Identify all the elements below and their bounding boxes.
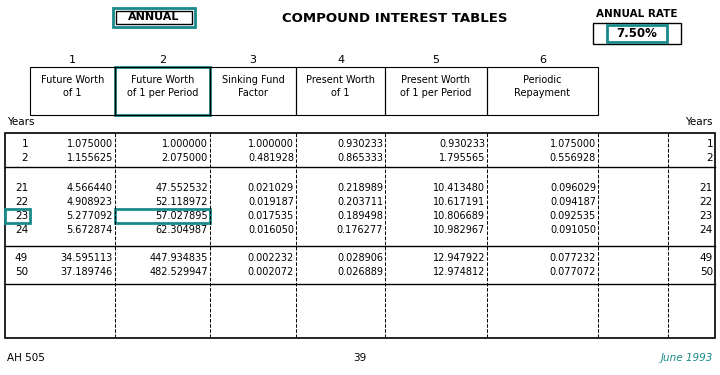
Text: 34.595113: 34.595113: [60, 253, 113, 263]
Text: 3: 3: [250, 55, 256, 65]
Text: Years: Years: [685, 117, 713, 127]
Text: 5: 5: [433, 55, 439, 65]
Text: 0.189498: 0.189498: [337, 211, 383, 221]
Text: 0.092535: 0.092535: [550, 211, 596, 221]
Text: ANNUAL RATE: ANNUAL RATE: [596, 9, 678, 19]
Text: 1.000000: 1.000000: [162, 139, 208, 149]
Text: 0.016050: 0.016050: [248, 225, 294, 235]
Text: Periodic: Periodic: [523, 75, 562, 85]
Text: 0.002232: 0.002232: [248, 253, 294, 263]
Text: June 1993: June 1993: [661, 353, 713, 363]
Text: 0.930233: 0.930233: [439, 139, 485, 149]
Text: 0.077232: 0.077232: [549, 253, 596, 263]
Text: 0.094187: 0.094187: [550, 197, 596, 207]
Text: 23: 23: [700, 211, 713, 221]
Text: 0.026889: 0.026889: [337, 267, 383, 277]
Text: of 1: of 1: [63, 88, 82, 98]
Text: 4.908923: 4.908923: [67, 197, 113, 207]
Text: 0.019187: 0.019187: [248, 197, 294, 207]
Text: 447.934835: 447.934835: [150, 253, 208, 263]
Text: of 1 per Period: of 1 per Period: [400, 88, 472, 98]
Text: Future Worth: Future Worth: [131, 75, 194, 85]
Text: 1.075000: 1.075000: [67, 139, 113, 149]
Text: of 1: of 1: [331, 88, 350, 98]
Text: 6: 6: [539, 55, 546, 65]
Text: 57.027895: 57.027895: [156, 211, 208, 221]
Text: 1: 1: [69, 55, 76, 65]
Text: Years: Years: [7, 117, 35, 127]
Text: 1.000000: 1.000000: [248, 139, 294, 149]
Text: 0.203711: 0.203711: [337, 197, 383, 207]
Text: 24: 24: [700, 225, 713, 235]
Text: 1.155625: 1.155625: [67, 153, 113, 163]
Text: 23: 23: [14, 211, 28, 221]
Text: 2.075000: 2.075000: [162, 153, 208, 163]
Text: Present Worth: Present Worth: [402, 75, 470, 85]
Text: 50: 50: [700, 267, 713, 277]
Text: 4.566440: 4.566440: [67, 183, 113, 193]
Text: COMPOUND INTEREST TABLES: COMPOUND INTEREST TABLES: [282, 12, 508, 24]
Text: 1.795565: 1.795565: [438, 153, 485, 163]
Text: 482.529947: 482.529947: [149, 267, 208, 277]
Text: 2: 2: [706, 153, 713, 163]
Text: 7.50%: 7.50%: [616, 27, 657, 40]
Text: 0.077072: 0.077072: [549, 267, 596, 277]
Text: 0.218989: 0.218989: [337, 183, 383, 193]
Text: 0.002072: 0.002072: [248, 267, 294, 277]
Text: 0.096029: 0.096029: [550, 183, 596, 193]
Text: 22: 22: [700, 197, 713, 207]
Text: 0.091050: 0.091050: [550, 225, 596, 235]
Text: Present Worth: Present Worth: [306, 75, 375, 85]
Text: 49: 49: [700, 253, 713, 263]
Text: 50: 50: [15, 267, 28, 277]
Text: 10.413480: 10.413480: [433, 183, 485, 193]
Text: ANNUAL: ANNUAL: [128, 12, 180, 22]
Text: 1: 1: [706, 139, 713, 149]
Text: 0.930233: 0.930233: [337, 139, 383, 149]
Text: 12.974812: 12.974812: [433, 267, 485, 277]
Text: 0.556928: 0.556928: [550, 153, 596, 163]
Text: 2: 2: [159, 55, 166, 65]
Text: 0.021029: 0.021029: [248, 183, 294, 193]
Text: of 1 per Period: of 1 per Period: [127, 88, 198, 98]
Text: 24: 24: [14, 225, 28, 235]
Text: 1.075000: 1.075000: [550, 139, 596, 149]
Text: 2: 2: [22, 153, 28, 163]
Text: 10.617191: 10.617191: [433, 197, 485, 207]
Text: 62.304987: 62.304987: [156, 225, 208, 235]
Text: Factor: Factor: [238, 88, 268, 98]
Text: 0.176277: 0.176277: [337, 225, 383, 235]
Text: 10.982967: 10.982967: [433, 225, 485, 235]
Text: 39: 39: [354, 353, 366, 363]
Text: 0.028906: 0.028906: [337, 253, 383, 263]
Text: 5.672874: 5.672874: [67, 225, 113, 235]
Text: 5.277092: 5.277092: [66, 211, 113, 221]
Text: 0.017535: 0.017535: [248, 211, 294, 221]
Text: 22: 22: [14, 197, 28, 207]
Text: 1: 1: [22, 139, 28, 149]
Text: 0.481928: 0.481928: [248, 153, 294, 163]
Text: 12.947922: 12.947922: [433, 253, 485, 263]
Text: 21: 21: [700, 183, 713, 193]
Text: 47.552532: 47.552532: [156, 183, 208, 193]
Text: AH 505: AH 505: [7, 353, 45, 363]
Text: Repayment: Repayment: [514, 88, 570, 98]
Text: 52.118972: 52.118972: [156, 197, 208, 207]
Text: 0.865333: 0.865333: [337, 153, 383, 163]
Text: 49: 49: [14, 253, 28, 263]
Text: 21: 21: [14, 183, 28, 193]
Text: 37.189746: 37.189746: [60, 267, 113, 277]
Text: 4: 4: [337, 55, 344, 65]
Text: Future Worth: Future Worth: [41, 75, 104, 85]
Text: Sinking Fund: Sinking Fund: [222, 75, 284, 85]
Text: 10.806689: 10.806689: [433, 211, 485, 221]
